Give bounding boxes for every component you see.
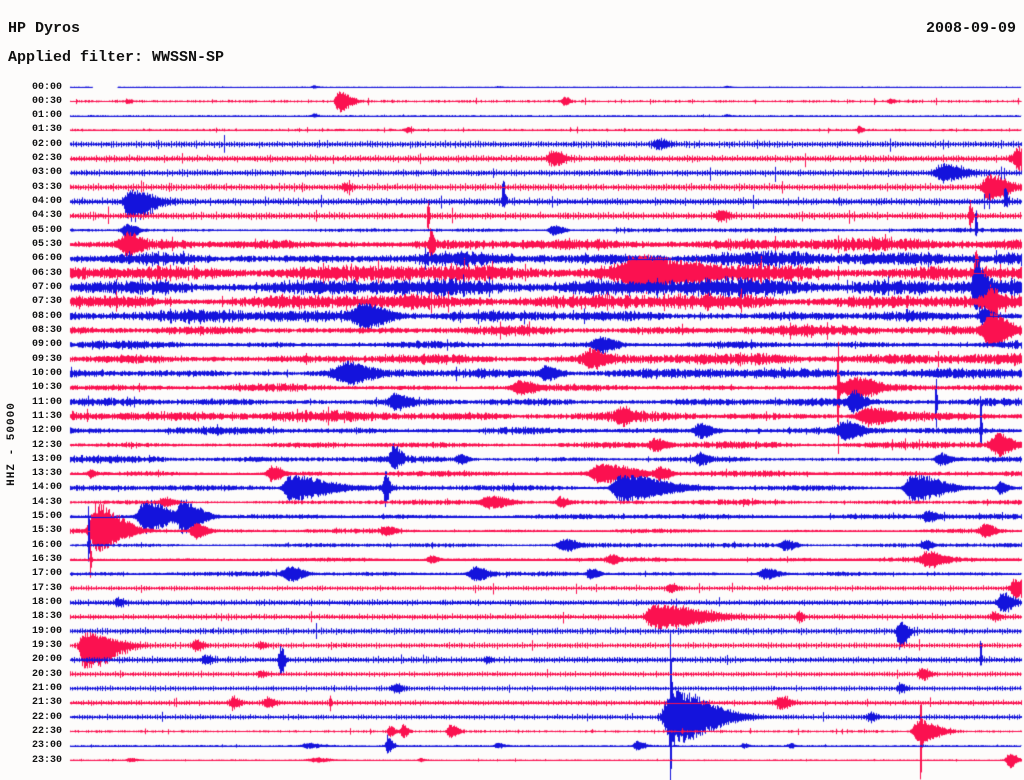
time-label: 14:00 [31,482,62,494]
time-label: 12:30 [31,439,62,451]
time-label: 14:30 [31,496,62,508]
time-label: 17:30 [31,582,62,594]
time-label: 15:30 [31,525,62,537]
applied-filter-label: Applied filter: WWSSN-SP [8,49,225,66]
time-label: 05:30 [31,239,62,251]
record-date: 2008-09-09 [925,20,1016,37]
time-label: 12:00 [31,425,62,437]
time-label: 07:00 [31,281,62,293]
time-label: 10:30 [31,382,62,394]
time-label: 23:30 [31,754,62,766]
time-label: 06:00 [31,253,62,265]
time-label: 04:00 [31,196,62,208]
time-label: 21:00 [31,682,62,694]
time-label: 04:30 [31,210,62,222]
time-label: 20:30 [31,668,62,680]
time-label: 02:00 [31,138,62,150]
time-label: 11:00 [31,396,62,408]
time-label: 06:30 [31,267,62,279]
time-label: 02:30 [31,153,62,165]
time-label: 18:30 [31,611,62,623]
time-label: 16:00 [31,539,62,551]
time-label: 07:30 [31,296,62,308]
time-label: 18:00 [31,597,62,609]
time-label: 05:00 [31,224,62,236]
time-label: 19:00 [31,625,62,637]
time-label: 23:00 [31,740,62,752]
time-label: 00:30 [31,95,62,107]
station-title: HP Dyros [8,20,81,37]
time-label: 08:00 [31,310,62,322]
time-label: 13:00 [31,453,62,465]
time-label: 17:00 [31,568,62,580]
time-label: 11:30 [31,410,62,422]
time-label: 09:30 [31,353,62,365]
time-label: 01:00 [31,110,62,122]
time-label: 16:30 [31,554,62,566]
time-label: 21:30 [31,697,62,709]
time-label: 08:30 [31,324,62,336]
time-label: 13:30 [31,468,62,480]
time-label: 09:00 [31,339,62,351]
time-label: 15:00 [31,511,62,523]
time-label: 20:00 [31,654,62,666]
time-label: 03:30 [31,181,62,193]
time-label: 03:00 [31,167,62,179]
time-label: 01:30 [31,124,62,136]
time-label: 19:30 [31,639,62,651]
time-label: 22:30 [31,725,62,737]
time-label: 10:00 [31,367,62,379]
time-label: 22:00 [31,711,62,723]
time-label: 00:00 [31,81,62,93]
